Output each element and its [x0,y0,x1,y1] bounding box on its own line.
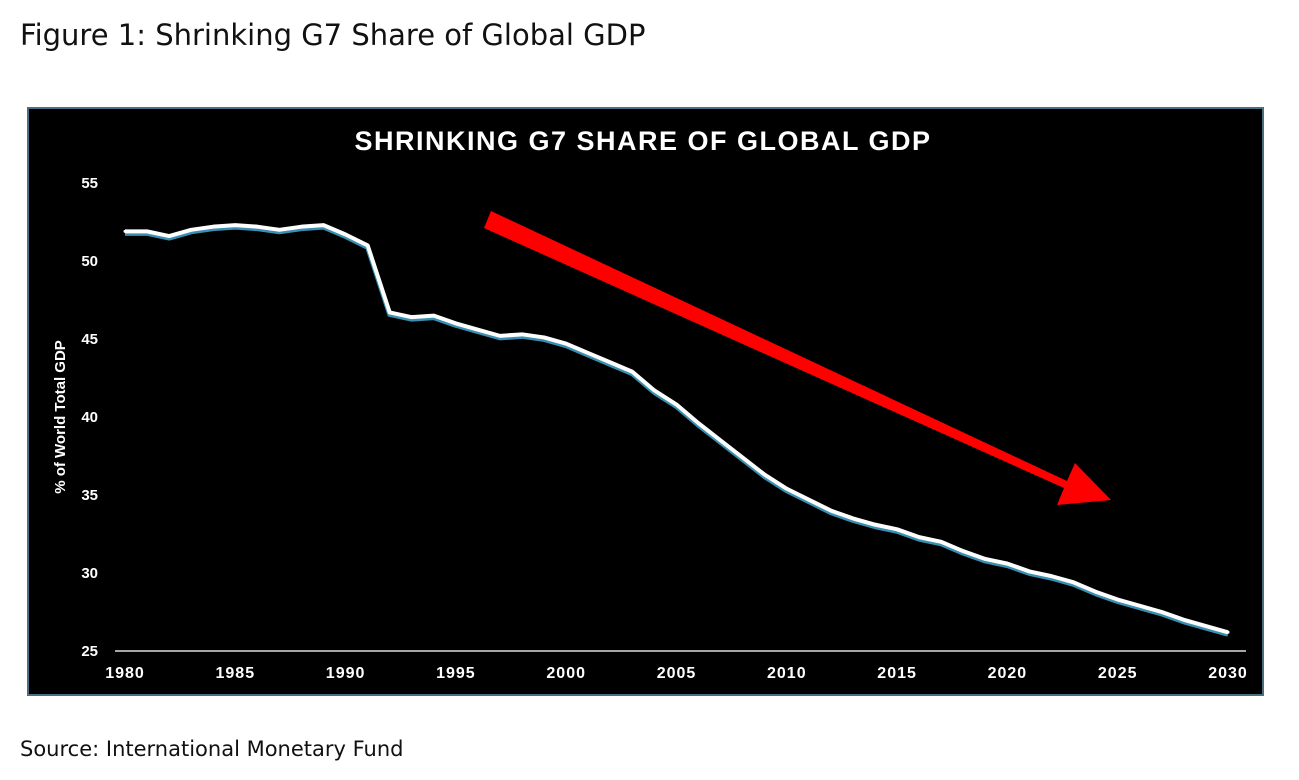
data-point [652,388,656,392]
data-point [498,334,502,338]
data-point [807,498,811,502]
data-point [1116,598,1120,602]
data-point [851,516,855,520]
data-point [299,225,303,229]
data-point [1005,562,1009,566]
data-point [1094,590,1098,594]
y-tick-label: 35 [81,487,98,504]
data-point [1182,618,1186,622]
data-point [829,509,833,513]
data-point [1160,610,1164,614]
data-point [763,473,767,477]
data-point [1027,569,1031,573]
data-point [895,527,899,531]
chart-frame [27,107,1264,696]
figure-title: Figure 1: Shrinking G7 Share of Global G… [20,18,646,52]
y-tick-label: 50 [81,253,98,270]
data-point [255,225,259,229]
data-point [983,557,987,561]
data-point [675,403,678,407]
data-point [961,549,965,553]
data-point [785,487,789,491]
data-point [344,232,348,236]
data-point [189,228,193,232]
x-tick-label: 1990 [326,665,366,682]
y-tick-label: 25 [81,643,98,660]
data-point [630,370,634,374]
data-point [211,225,215,229]
data-point [1050,574,1054,578]
data-point [123,229,127,233]
data-point [476,328,480,332]
data-point [697,421,701,425]
x-tick-label: 2025 [1098,665,1138,682]
data-point [233,223,237,227]
x-tick-label: 2000 [546,665,586,682]
y-tick-label: 45 [81,331,98,348]
data-point [939,540,943,544]
y-tick-label: 55 [81,175,98,192]
x-tick-label: 1995 [436,665,476,682]
data-point [1204,624,1208,628]
x-tick-label: 2010 [767,665,807,682]
data-point [719,438,723,442]
data-point [1072,580,1076,584]
data-point [608,360,612,364]
data-point [167,234,171,238]
y-tick-label: 40 [81,409,98,426]
data-point [586,351,590,355]
data-point [366,243,370,247]
data-point [917,535,921,539]
data-point [542,335,546,339]
x-tick-label: 2015 [877,665,917,682]
data-point [277,228,281,232]
trend-arrow-shape [484,211,1111,505]
data-point [388,310,392,314]
data-point [741,456,745,460]
trend-arrow [484,211,1111,505]
data-point [454,321,458,325]
x-tick-label: 2030 [1208,665,1248,682]
source-note: Source: International Monetary Fund [20,737,404,761]
data-point [410,315,414,319]
data-point [564,342,568,346]
y-tick-label: 30 [81,565,98,582]
x-tick-label: 2005 [657,665,697,682]
data-point [1138,604,1142,608]
chart-title: SHRINKING G7 SHARE OF GLOBAL GDP [354,126,931,156]
y-axis-label: % of World Total GDP [52,340,69,494]
x-tick-label: 1985 [216,665,256,682]
data-point [145,229,149,233]
data-point [1226,630,1230,634]
data-point [520,332,524,336]
data-point [432,314,436,318]
x-tick-label: 2020 [988,665,1028,682]
x-tick-label: 1980 [105,665,145,682]
data-point [322,223,326,227]
data-point [873,523,877,527]
